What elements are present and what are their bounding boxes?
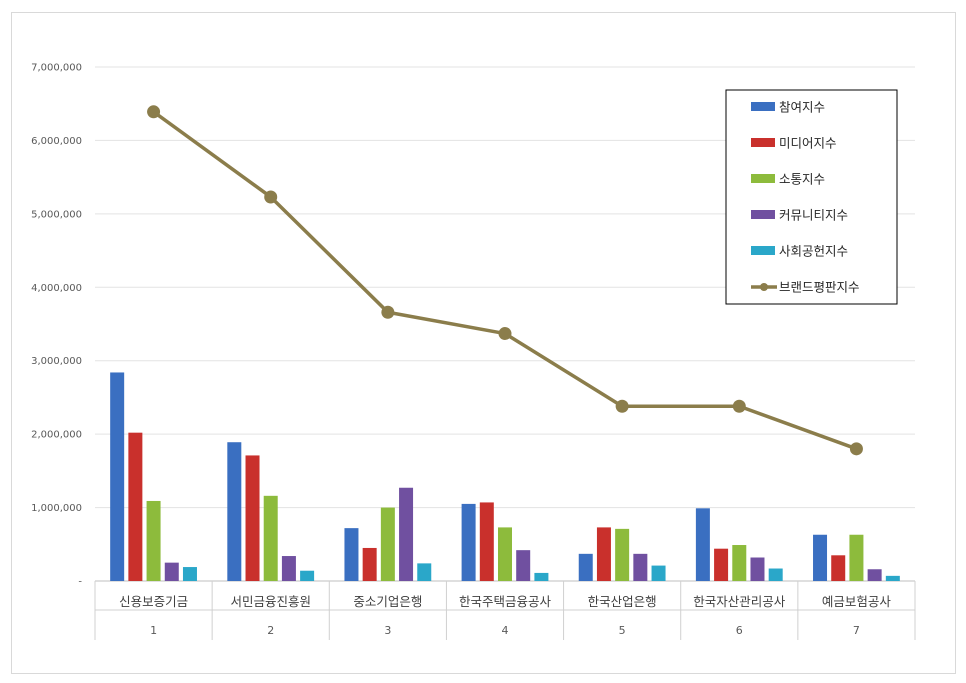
bar	[380, 507, 395, 581]
x-category-number: 4	[502, 624, 509, 637]
bar	[344, 528, 359, 581]
legend-label: 커뮤니티지수	[779, 208, 848, 223]
line-point	[732, 399, 746, 413]
bar	[714, 548, 729, 581]
x-category-number: 2	[267, 624, 274, 637]
x-category-label: 한국주택금융공사	[459, 594, 552, 609]
legend-swatch	[751, 138, 775, 147]
x-category-number: 5	[619, 624, 626, 637]
bar	[516, 550, 531, 581]
line-point	[615, 399, 629, 413]
bar	[732, 545, 747, 581]
bar	[110, 372, 125, 581]
line-point	[498, 327, 512, 341]
legend-box	[725, 89, 898, 305]
x-category-label: 신용보증기금	[119, 594, 188, 609]
bar	[596, 527, 611, 581]
y-tick-label: 1,000,000	[31, 503, 82, 514]
legend-label: 사회공헌지수	[779, 244, 848, 259]
bar	[849, 534, 864, 581]
bar	[750, 557, 765, 581]
y-tick-label: -	[78, 577, 82, 588]
x-category-number: 7	[853, 624, 860, 637]
legend-label: 참여지수	[779, 100, 825, 115]
bar	[695, 508, 710, 581]
x-category-label: 한국산업은행	[588, 594, 657, 609]
bar	[633, 553, 648, 581]
legend-label: 미디어지수	[779, 136, 837, 151]
y-tick-label: 2,000,000	[31, 430, 82, 441]
bar	[813, 534, 828, 581]
bar	[885, 575, 900, 581]
bar	[479, 502, 494, 581]
legend-swatch	[751, 210, 775, 219]
line-point	[849, 442, 863, 456]
bar	[227, 442, 242, 581]
bar	[461, 503, 476, 581]
y-tick-label: 4,000,000	[31, 283, 82, 294]
bar	[867, 569, 882, 581]
y-tick-label: 3,000,000	[31, 356, 82, 367]
bar	[362, 547, 377, 581]
bar	[263, 495, 278, 581]
bar	[417, 563, 432, 581]
line-point	[264, 190, 278, 204]
x-category-label: 예금보험공사	[822, 594, 892, 609]
x-category-number: 1	[150, 624, 157, 637]
legend-swatch	[751, 174, 775, 183]
bar	[651, 565, 666, 581]
x-category-number: 3	[384, 624, 391, 637]
bar	[399, 487, 414, 581]
bar	[128, 432, 143, 581]
bar	[615, 528, 630, 581]
x-category-number: 6	[736, 624, 743, 637]
x-category-label: 중소기업은행	[353, 594, 422, 609]
y-tick-label: 5,000,000	[31, 209, 82, 220]
line-point	[147, 105, 161, 119]
y-tick-label: 6,000,000	[31, 136, 82, 147]
legend-label: 브랜드평판지수	[779, 280, 860, 295]
bar	[281, 556, 296, 581]
bar	[831, 555, 846, 581]
line-point	[381, 305, 395, 319]
bar	[498, 527, 512, 581]
bar	[245, 455, 260, 581]
legend-line-marker	[760, 283, 768, 291]
legend-swatch	[751, 102, 775, 111]
y-tick-label: 7,000,000	[31, 63, 82, 74]
bar	[578, 553, 593, 581]
bar	[768, 568, 783, 581]
legend-swatch	[751, 246, 775, 255]
bar	[534, 572, 549, 581]
x-category-label: 한국자산관리공사	[693, 594, 786, 609]
x-category-label: 서민금융진흥원	[230, 594, 311, 609]
bar	[146, 500, 161, 581]
bar	[300, 570, 315, 581]
legend-label: 소통지수	[779, 172, 825, 187]
bar	[164, 562, 179, 581]
bar	[182, 567, 197, 581]
